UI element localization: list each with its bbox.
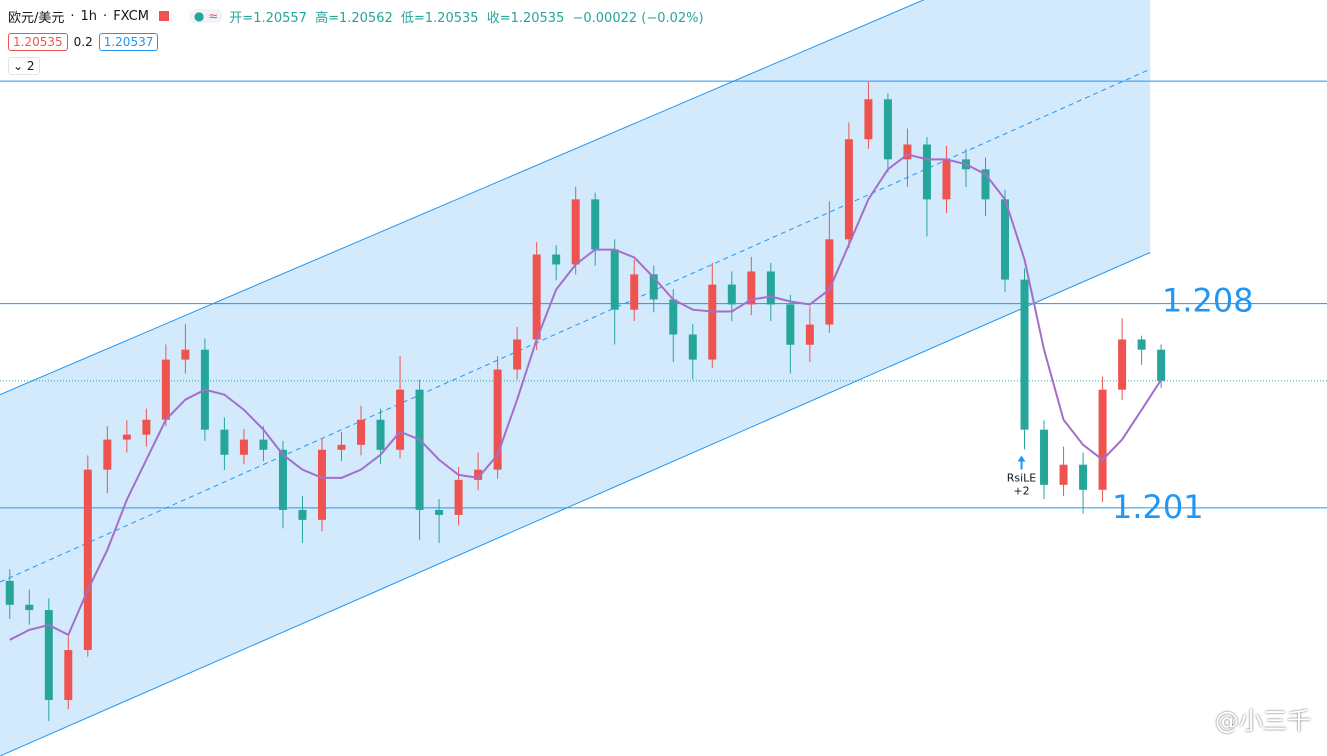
candle-body [1079, 464, 1088, 490]
level-label: 1.208 [1162, 282, 1254, 320]
ma-line [9, 153, 1162, 641]
signal-label: RsiLE [1007, 472, 1037, 485]
candle-body [5, 580, 14, 605]
channel-lower [0, 252, 1151, 756]
symbol[interactable]: 欧元/美元 [8, 10, 65, 26]
candle-body [1118, 339, 1127, 390]
candle-body [688, 334, 697, 360]
ask[interactable]: 1.20537 [98, 33, 159, 51]
flag-icon[interactable] [158, 11, 169, 21]
candle-body [883, 99, 892, 160]
change-text: −0.00022 (−0.02%) [572, 10, 704, 26]
interval[interactable]: 1h [80, 8, 98, 24]
candle-body [844, 139, 853, 240]
candle-body [415, 389, 424, 510]
candle-body [1001, 199, 1010, 280]
candle-body [825, 239, 834, 325]
candle-body [610, 249, 619, 310]
candle-body [317, 449, 326, 520]
candle-body [64, 650, 73, 700]
spread: 0.2 [73, 35, 93, 49]
candle-body [161, 359, 170, 420]
candle-body [727, 284, 736, 305]
candle-body [259, 439, 268, 450]
symbol-row: 欧元/美元 · 1h · FXCM ● ≈ 开=1.20557 高=1.20562 … [8, 6, 708, 26]
candle-body [83, 469, 92, 651]
candle-body [454, 479, 463, 515]
bid[interactable]: 1.20535 [8, 33, 68, 51]
candle-body [864, 99, 873, 140]
candle-body [1157, 349, 1166, 381]
candle-body [922, 144, 931, 200]
high-text: 高=1.20562 [315, 10, 393, 26]
candle-body [766, 271, 775, 305]
candle-body [376, 419, 385, 450]
candle-body [220, 429, 229, 455]
watermark: @小三千 [1215, 707, 1311, 735]
signal-sub: +2 [1013, 485, 1029, 498]
quote-row: 1.20535 0.2 1.20537 [8, 32, 708, 52]
candle-body [981, 169, 990, 200]
candle-body [122, 434, 131, 440]
candle-body [239, 439, 248, 455]
candle-body [298, 509, 307, 520]
candle-body [669, 299, 678, 335]
collapse-button[interactable]: ⌄ 2 [8, 57, 40, 75]
candle-body [357, 419, 366, 445]
exchange: FXCM [113, 8, 149, 24]
ohlc: 开=1.20557 高=1.20562 低=1.20535 收=1.20535 … [229, 7, 707, 26]
candle-body [474, 469, 483, 480]
candle-body [552, 254, 561, 265]
candle-body [630, 274, 639, 310]
candle-body [1137, 339, 1146, 350]
candle-body [591, 199, 600, 250]
channel-upper [0, 0, 925, 396]
candle-body [786, 304, 795, 345]
candle-body [649, 274, 658, 300]
candle-body [181, 349, 190, 360]
collapse-row: ⌄ 2 [8, 56, 708, 76]
candle-body [571, 199, 580, 265]
channel-mid [0, 68, 1151, 583]
open-text: 开=1.20557 [229, 10, 307, 26]
candle-body [142, 419, 151, 435]
close-text: 收=1.20535 [486, 10, 565, 26]
candle-body [903, 144, 912, 160]
candle-body [44, 610, 53, 700]
candle-body [435, 509, 444, 515]
candle-body [25, 604, 34, 611]
candle-body [337, 444, 346, 450]
candle-body [278, 449, 287, 510]
candle-body [396, 389, 405, 450]
collapse-count: 2 [26, 59, 35, 73]
low-text: 低=1.20535 [400, 10, 479, 26]
candle-body [805, 324, 814, 345]
candle-body [942, 159, 951, 200]
channel-fill [0, 0, 1151, 756]
candle-body [493, 369, 502, 470]
candle-body [747, 271, 756, 305]
header: 欧元/美元 · 1h · FXCM ● ≈ 开=1.20557 高=1.20562 … [8, 6, 708, 76]
candle-body [103, 439, 112, 470]
signal-arrow [1017, 455, 1026, 470]
candle-body [1040, 429, 1049, 485]
candle-body [532, 254, 541, 340]
candle-body [708, 284, 717, 360]
candle-body [1059, 464, 1068, 485]
status-icon[interactable]: ● ≈ [188, 9, 224, 23]
candle-body [513, 339, 522, 370]
candle-body [1020, 279, 1029, 430]
candle-body [1098, 389, 1107, 490]
level-label: 1.201 [1112, 488, 1204, 526]
